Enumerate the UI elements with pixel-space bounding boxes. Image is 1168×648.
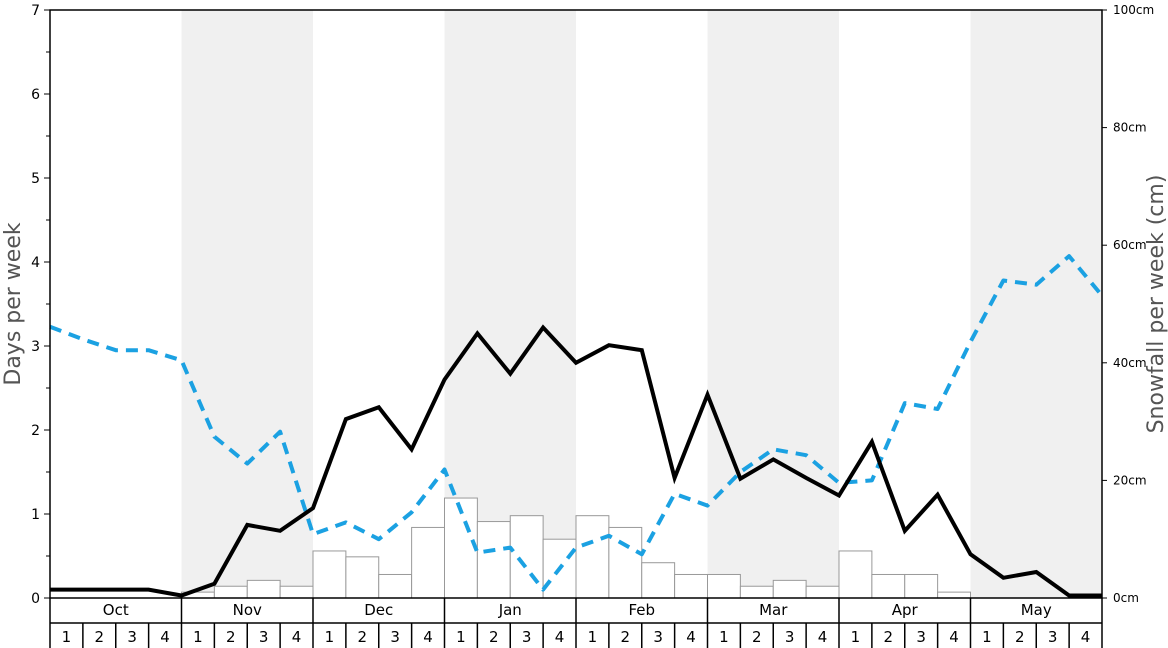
month-shade-mar <box>707 10 839 598</box>
left-y-axis: 0 1 2 3 4 5 6 7 <box>31 3 50 607</box>
snowfall-bar <box>904 573 939 599</box>
week-label: 4 <box>949 628 959 646</box>
right-tick-label: 60cm <box>1113 238 1147 252</box>
week-label: 1 <box>719 628 729 646</box>
left-tick-label: 3 <box>31 339 40 355</box>
week-label: 1 <box>588 628 598 646</box>
right-tick-label: 0cm <box>1113 591 1139 605</box>
week-label: 4 <box>1081 628 1091 646</box>
week-label: 3 <box>259 628 269 646</box>
week-label: 4 <box>160 628 170 646</box>
week-label: 2 <box>884 628 894 646</box>
snowfall-bar <box>937 591 971 599</box>
right-tick-label: 20cm <box>1113 473 1147 487</box>
month-label: Nov <box>233 601 262 619</box>
left-tick-label: 1 <box>31 507 40 523</box>
month-label: May <box>1021 601 1052 619</box>
week-label: 3 <box>1048 628 1058 646</box>
week-label: 1 <box>325 628 335 646</box>
snowfall-bar <box>871 573 906 599</box>
right-y-axis: 0cm 20cm 40cm 60cm 80cm 100cm <box>1102 3 1154 605</box>
snowfall-bar <box>608 526 643 599</box>
left-tick-label: 0 <box>31 591 40 607</box>
week-label: 4 <box>423 628 433 646</box>
week-label: 2 <box>1015 628 1025 646</box>
left-tick-label: 4 <box>31 255 40 271</box>
month-label: Dec <box>364 601 393 619</box>
week-label: 3 <box>653 628 663 646</box>
month-label: Feb <box>628 601 655 619</box>
right-tick-label: 40cm <box>1113 356 1147 370</box>
snowfall-bar <box>476 521 511 599</box>
week-label: 3 <box>916 628 926 646</box>
month-shade-nov <box>181 10 313 598</box>
week-label: 3 <box>522 628 532 646</box>
y-axis-label-right: Snowfall per week (cm) <box>1144 175 1168 434</box>
week-label: 4 <box>686 628 696 646</box>
week-label: 2 <box>621 628 631 646</box>
days-line <box>50 324 1102 598</box>
week-label: 1 <box>62 628 72 646</box>
week-label: 4 <box>555 628 565 646</box>
snowfall-bar <box>246 579 281 599</box>
snowfall-bar <box>378 573 413 599</box>
month-label: Oct <box>103 601 129 619</box>
days-series <box>50 324 1102 598</box>
month-axis: Oct Nov Dec Jan Feb Mar Apr May <box>49 598 1103 624</box>
month-label: Jan <box>498 601 522 619</box>
snowfall-bar <box>411 526 445 599</box>
snowfall-bar <box>312 550 347 599</box>
right-tick-label: 100cm <box>1113 3 1154 17</box>
week-label: 4 <box>292 628 302 646</box>
snowfall-bar <box>772 579 807 599</box>
week-label: 1 <box>193 628 203 646</box>
snowfall-bar <box>805 585 840 599</box>
week-label: 1 <box>982 628 992 646</box>
snowfall-bar <box>509 515 544 599</box>
left-tick-label: 2 <box>31 423 40 439</box>
week-label: 2 <box>226 628 236 646</box>
right-tick-label: 80cm <box>1113 121 1147 135</box>
snowfall-bar <box>575 515 610 599</box>
snowfall-bar <box>739 585 774 599</box>
week-label: 2 <box>752 628 762 646</box>
week-label: 1 <box>456 628 466 646</box>
snowfall-bars <box>181 497 971 599</box>
month-label: Mar <box>759 601 788 619</box>
week-label: 1 <box>851 628 861 646</box>
month-label: Apr <box>892 601 919 619</box>
snowfall-bar <box>838 550 873 599</box>
left-tick-label: 6 <box>31 87 40 103</box>
week-label: 4 <box>818 628 828 646</box>
week-label: 2 <box>95 628 105 646</box>
snowfall-bar <box>641 562 676 599</box>
y-axis-label-left: Days per week <box>1 222 26 385</box>
snowfall-bar <box>279 585 314 599</box>
left-tick-label: 5 <box>31 171 40 187</box>
snowfall-bar <box>213 585 248 599</box>
snowfall-bar <box>345 556 380 599</box>
snowfall-bar <box>674 573 708 599</box>
week-axis: 1 2 3 4 1 2 3 4 1 2 3 4 1 2 3 4 1 2 3 4 1 2 3 4 1 2 3 4 1 2 3 4 <box>49 623 1103 648</box>
month-shading <box>181 10 1102 598</box>
left-tick-label: 7 <box>31 3 40 19</box>
week-label: 2 <box>489 628 499 646</box>
week-label: 3 <box>390 628 400 646</box>
week-label: 2 <box>358 628 368 646</box>
week-label: 3 <box>127 628 137 646</box>
snowfall-bar <box>707 573 741 599</box>
week-label: 3 <box>785 628 795 646</box>
